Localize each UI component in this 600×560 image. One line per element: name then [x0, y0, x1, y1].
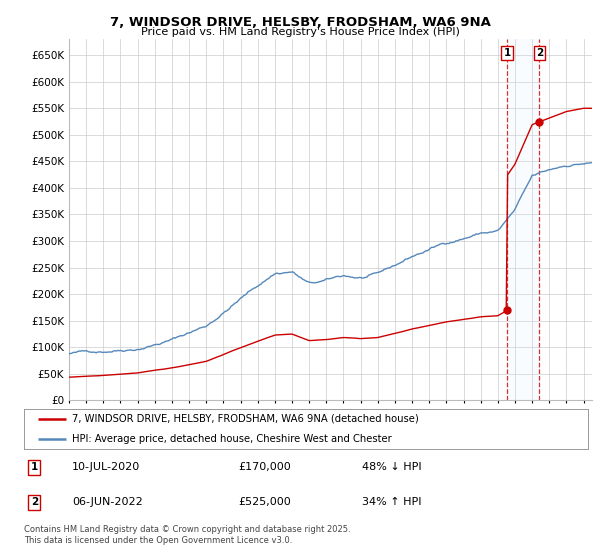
- Text: 7, WINDSOR DRIVE, HELSBY, FRODSHAM, WA6 9NA: 7, WINDSOR DRIVE, HELSBY, FRODSHAM, WA6 …: [110, 16, 490, 29]
- Text: HPI: Average price, detached house, Cheshire West and Chester: HPI: Average price, detached house, Ches…: [72, 434, 392, 444]
- Text: 48% ↓ HPI: 48% ↓ HPI: [362, 463, 422, 472]
- Text: 1: 1: [31, 463, 38, 472]
- Text: Price paid vs. HM Land Registry's House Price Index (HPI): Price paid vs. HM Land Registry's House …: [140, 27, 460, 37]
- Text: 06-JUN-2022: 06-JUN-2022: [72, 497, 143, 507]
- Text: Contains HM Land Registry data © Crown copyright and database right 2025.
This d: Contains HM Land Registry data © Crown c…: [24, 525, 350, 545]
- Text: 34% ↑ HPI: 34% ↑ HPI: [362, 497, 422, 507]
- Text: 2: 2: [31, 497, 38, 507]
- Text: 2: 2: [536, 48, 543, 58]
- Bar: [507, 39, 539, 400]
- Text: 10-JUL-2020: 10-JUL-2020: [72, 463, 140, 472]
- Text: £525,000: £525,000: [238, 497, 291, 507]
- Text: £170,000: £170,000: [238, 463, 291, 472]
- Text: 1: 1: [503, 48, 511, 58]
- Text: 7, WINDSOR DRIVE, HELSBY, FRODSHAM, WA6 9NA (detached house): 7, WINDSOR DRIVE, HELSBY, FRODSHAM, WA6 …: [72, 414, 419, 424]
